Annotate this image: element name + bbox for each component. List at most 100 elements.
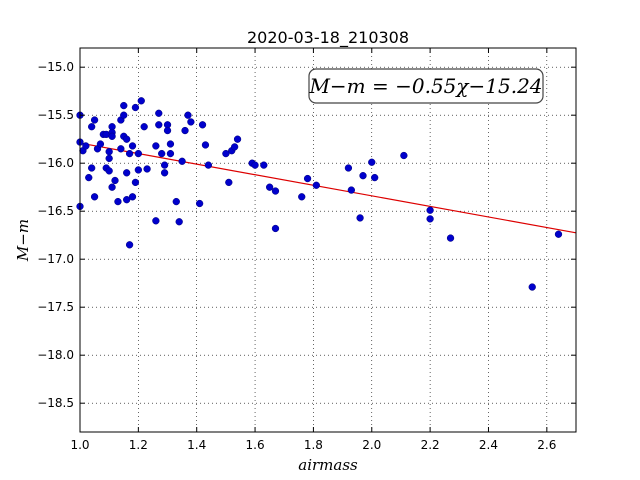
data-point xyxy=(128,193,137,201)
data-point xyxy=(137,97,145,105)
data-point xyxy=(90,116,99,124)
y-tick-label: −18.5 xyxy=(37,396,74,410)
data-point xyxy=(554,230,563,238)
data-point xyxy=(143,165,151,173)
x-tick-label: 1.0 xyxy=(70,438,89,452)
data-point xyxy=(204,161,213,169)
data-point xyxy=(166,149,175,158)
x-tick-label: 1.4 xyxy=(187,438,206,452)
data-point xyxy=(195,199,204,208)
plot-frame xyxy=(79,47,577,433)
data-point xyxy=(356,214,364,222)
data-point xyxy=(163,126,172,135)
data-point xyxy=(172,197,180,206)
data-point xyxy=(230,143,239,151)
data-point xyxy=(160,161,169,169)
data-point xyxy=(105,154,113,163)
data-point xyxy=(347,186,355,194)
data-point xyxy=(131,178,140,187)
data-points xyxy=(76,97,563,291)
data-point xyxy=(178,157,186,165)
x-tick-label: 2.0 xyxy=(362,438,381,452)
data-point xyxy=(96,140,105,148)
data-point xyxy=(198,121,207,129)
y-tick-label: −15.5 xyxy=(37,108,74,122)
data-point xyxy=(222,149,230,158)
data-point xyxy=(120,111,128,119)
data-point xyxy=(271,187,280,195)
data-point xyxy=(108,132,116,140)
data-point xyxy=(187,118,195,126)
data-point xyxy=(108,183,116,191)
data-point xyxy=(123,169,131,177)
fit-annotation: M−m = −0.55χ−15.24 xyxy=(308,68,544,104)
data-point xyxy=(125,241,134,249)
x-axis-ticks: 1.0 1.2 1.4 1.6 1.8 2.0 2.2 2.4 2.6 xyxy=(70,48,556,452)
data-point xyxy=(225,178,233,187)
data-point xyxy=(201,141,210,149)
data-point xyxy=(359,172,367,180)
x-axis-label: airmass xyxy=(298,456,358,474)
data-point xyxy=(134,149,143,158)
y-tick-label: −17.5 xyxy=(37,300,74,314)
x-tick-label: 2.6 xyxy=(537,438,556,452)
data-point xyxy=(298,193,306,201)
data-point xyxy=(160,169,169,177)
data-point xyxy=(152,217,160,225)
x-tick-label: 2.2 xyxy=(421,438,440,452)
data-point xyxy=(152,142,160,150)
x-tick-label: 1.8 xyxy=(304,438,323,452)
data-point xyxy=(82,142,90,150)
data-point xyxy=(312,181,320,189)
data-point xyxy=(155,121,163,129)
data-point xyxy=(88,123,96,131)
data-point xyxy=(426,215,434,223)
data-point xyxy=(446,234,455,242)
x-tick-label: 1.2 xyxy=(129,438,148,452)
data-point xyxy=(125,149,134,158)
data-point xyxy=(140,123,148,131)
x-tick-label: 2.4 xyxy=(479,438,498,452)
y-tick-label: −16.0 xyxy=(37,156,74,170)
data-point xyxy=(114,197,122,206)
data-point xyxy=(131,103,140,112)
data-point xyxy=(166,140,175,148)
data-point xyxy=(426,206,434,214)
data-point xyxy=(251,161,259,169)
y-axis-ticks: −15.0 −15.5 −16.0 −16.5 −17.0 −17.5 −18.0 −18.5 xyxy=(37,60,576,410)
data-point xyxy=(88,164,96,172)
y-tick-label: −17.0 xyxy=(37,252,74,266)
data-point xyxy=(105,167,113,175)
data-point xyxy=(528,283,536,291)
data-point xyxy=(123,196,131,204)
data-point xyxy=(134,166,143,174)
y-axis-label: M−m xyxy=(14,219,32,262)
data-point xyxy=(271,224,280,233)
fit-line-group xyxy=(79,142,577,234)
data-point xyxy=(371,173,379,182)
data-point xyxy=(303,174,312,183)
annotation-text: M−m = −0.55χ−15.24 xyxy=(308,74,542,98)
data-point xyxy=(184,111,192,119)
data-point xyxy=(155,109,163,117)
y-tick-label: −16.5 xyxy=(37,204,74,218)
data-point xyxy=(233,135,242,143)
data-point xyxy=(368,158,376,166)
data-point xyxy=(175,218,183,226)
chart-title: 2020-03-18_210308 xyxy=(247,28,409,48)
fit-line xyxy=(79,142,577,234)
data-point xyxy=(158,149,166,158)
x-tick-label: 1.6 xyxy=(246,438,265,452)
data-point xyxy=(260,161,268,169)
annotation-box xyxy=(308,68,544,104)
y-tick-label: −18.0 xyxy=(37,348,74,362)
data-point xyxy=(265,183,274,191)
data-point xyxy=(120,101,128,110)
data-point xyxy=(344,164,353,172)
data-point xyxy=(90,193,99,201)
y-tick-label: −15.0 xyxy=(37,60,74,74)
data-point xyxy=(128,142,137,150)
data-point xyxy=(117,145,125,153)
data-point xyxy=(85,173,93,182)
